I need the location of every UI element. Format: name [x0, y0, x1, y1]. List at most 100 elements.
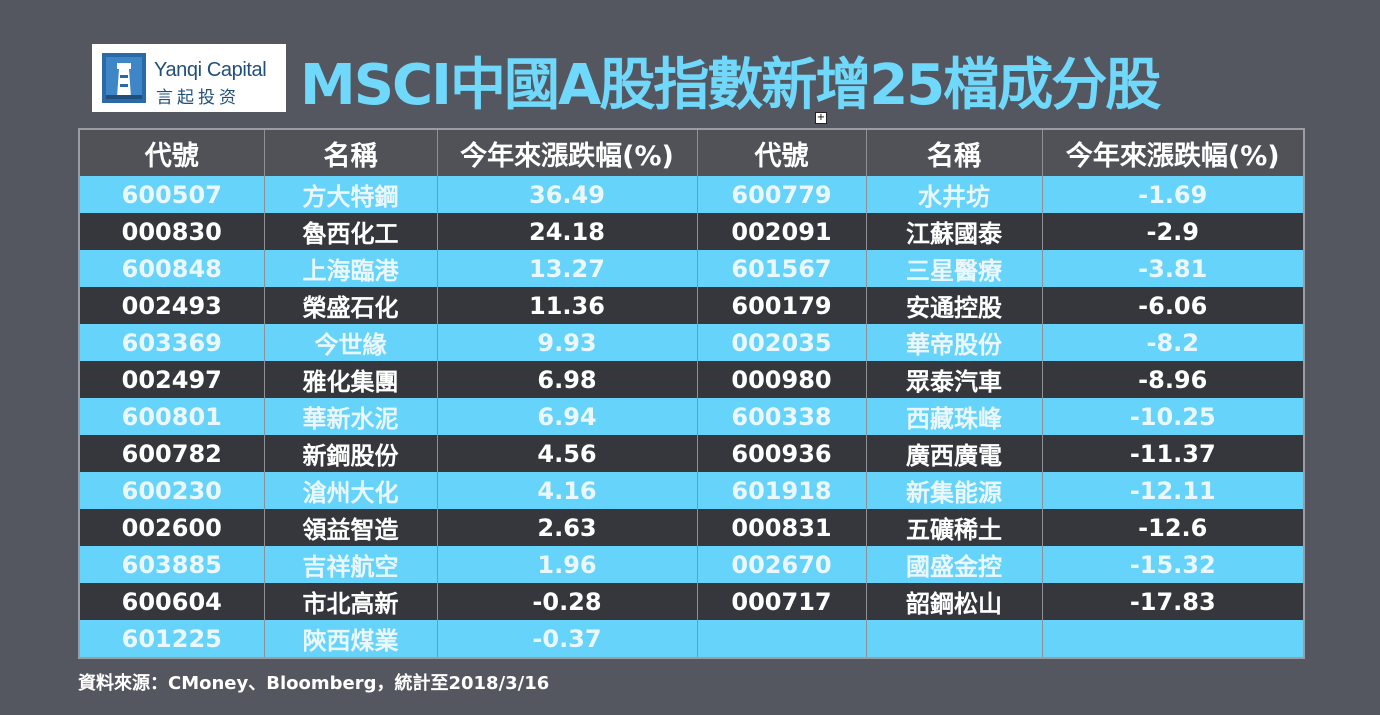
cell-code: 600230	[78, 472, 265, 509]
header-name-2: 名稱	[865, 129, 1043, 176]
cell-name-2: 韶鋼松山	[865, 583, 1043, 620]
cell-ytd-change: 1.96	[436, 546, 698, 583]
cell-code-2: 002035	[696, 324, 867, 361]
cell-code-2: 600338	[696, 398, 867, 435]
table-header-row: 代號 名稱 今年來漲跌幅(%) 代號 名稱 今年來漲跌幅(%)	[78, 129, 1305, 176]
header-ytd-change-2: 今年來漲跌幅(%)	[1041, 129, 1305, 176]
cell-name-2: 眾泰汽車	[865, 361, 1043, 398]
cell-ytd-change-2: -17.83	[1041, 583, 1305, 620]
cell-name: 領益智造	[263, 509, 438, 546]
table-row: 600604 市北高新 -0.28 000717 韶鋼松山 -17.83	[78, 583, 1305, 620]
table-row: 600848 上海臨港 13.27 601567 三星醫療 -3.81	[78, 250, 1305, 287]
cell-code: 600801	[78, 398, 265, 435]
cell-code: 002497	[78, 361, 265, 398]
cell-ytd-change-2: -15.32	[1041, 546, 1305, 583]
cell-ytd-change: 6.98	[436, 361, 698, 398]
cell-ytd-change: -0.37	[436, 620, 698, 658]
cell-name-2: 五礦稀土	[865, 509, 1043, 546]
cell-code-2: 000717	[696, 583, 867, 620]
cell-ytd-change-2: -3.81	[1041, 250, 1305, 287]
cell-name-2: 安通控股	[865, 287, 1043, 324]
table-row: 601225 陝西煤業 -0.37	[78, 620, 1305, 658]
table-body: 600507 方大特鋼 36.49 600779 水井坊 -1.69 000830 魯西化工 2…	[78, 176, 1305, 658]
cell-name-2: 華帝股份	[865, 324, 1043, 361]
cell-ytd-change-2: -11.37	[1041, 435, 1305, 472]
cell-name: 榮盛石化	[263, 287, 438, 324]
cell-ytd-change-2: -8.96	[1041, 361, 1305, 398]
cell-name: 方大特鋼	[263, 176, 438, 213]
cell-ytd-change-2: -12.6	[1041, 509, 1305, 546]
cell-name-2: 西藏珠峰	[865, 398, 1043, 435]
table-row: 000830 魯西化工 24.18 002091 江蘇國泰 -2.9	[78, 213, 1305, 250]
cell-ytd-change-2: -1.69	[1041, 176, 1305, 213]
cell-code-2: 601918	[696, 472, 867, 509]
cell-code: 600604	[78, 583, 265, 620]
cell-name-2: 三星醫療	[865, 250, 1043, 287]
cell-ytd-change: -0.28	[436, 583, 698, 620]
table-row: 600507 方大特鋼 36.49 600779 水井坊 -1.69	[78, 176, 1305, 213]
cell-name: 陝西煤業	[263, 620, 438, 658]
cell-ytd-change-2	[1041, 620, 1305, 658]
cell-ytd-change: 6.94	[436, 398, 698, 435]
cell-name: 市北高新	[263, 583, 438, 620]
cell-ytd-change-2: -10.25	[1041, 398, 1305, 435]
cell-code: 600507	[78, 176, 265, 213]
lighthouse-logo-icon	[102, 53, 146, 103]
move-handle-icon[interactable]: +	[815, 112, 827, 124]
page-title: MSCI中國A股指數新增25檔成分股	[300, 53, 1161, 118]
cell-code-2: 600179	[696, 287, 867, 324]
yanqi-capital-logo: Yanqi Capital 言起投资	[92, 44, 286, 112]
cell-code-2: 000980	[696, 361, 867, 398]
cell-name-2: 國盛金控	[865, 546, 1043, 583]
cell-name-2: 江蘇國泰	[865, 213, 1043, 250]
cell-code-2: 002091	[696, 213, 867, 250]
cell-code: 603369	[78, 324, 265, 361]
header-name: 名稱	[263, 129, 438, 176]
header-code-2: 代號	[696, 129, 867, 176]
cell-name: 滄州大化	[263, 472, 438, 509]
table-row: 002493 榮盛石化 11.36 600179 安通控股 -6.06	[78, 287, 1305, 324]
cell-code: 603885	[78, 546, 265, 583]
cell-code: 002600	[78, 509, 265, 546]
cell-ytd-change: 4.56	[436, 435, 698, 472]
cell-name: 新鋼股份	[263, 435, 438, 472]
table-row: 002600 領益智造 2.63 000831 五礦稀土 -12.6	[78, 509, 1305, 546]
cell-ytd-change: 4.16	[436, 472, 698, 509]
cell-ytd-change: 2.63	[436, 509, 698, 546]
cell-ytd-change: 11.36	[436, 287, 698, 324]
cell-name: 上海臨港	[263, 250, 438, 287]
table-row: 603369 今世緣 9.93 002035 華帝股份 -8.2	[78, 324, 1305, 361]
cell-name: 吉祥航空	[263, 546, 438, 583]
cell-code: 600848	[78, 250, 265, 287]
table-row: 600782 新鋼股份 4.56 600936 廣西廣電 -11.37	[78, 435, 1305, 472]
cell-ytd-change: 36.49	[436, 176, 698, 213]
table-row: 603885 吉祥航空 1.96 002670 國盛金控 -15.32	[78, 546, 1305, 583]
cell-ytd-change: 13.27	[436, 250, 698, 287]
table-row: 600801 華新水泥 6.94 600338 西藏珠峰 -10.25	[78, 398, 1305, 435]
logo-english-name: Yanqi Capital	[154, 59, 267, 81]
cell-ytd-change-2: -12.11	[1041, 472, 1305, 509]
cell-code: 600782	[78, 435, 265, 472]
cell-code: 002493	[78, 287, 265, 324]
cell-ytd-change-2: -8.2	[1041, 324, 1305, 361]
cell-ytd-change-2: -2.9	[1041, 213, 1305, 250]
cell-code-2: 002670	[696, 546, 867, 583]
source-note: 資料來源：CMoney、Bloomberg，統計至2018/3/16	[78, 673, 550, 694]
cell-name-2: 新集能源	[865, 472, 1043, 509]
header-ytd-change: 今年來漲跌幅(%)	[436, 129, 698, 176]
cell-ytd-change: 24.18	[436, 213, 698, 250]
cell-name: 今世緣	[263, 324, 438, 361]
cell-code-2: 600779	[696, 176, 867, 213]
cell-name-2	[865, 620, 1043, 658]
cell-code-2: 601567	[696, 250, 867, 287]
cell-code: 601225	[78, 620, 265, 658]
cell-code-2: 600936	[696, 435, 867, 472]
cell-code: 000830	[78, 213, 265, 250]
table-row: 600230 滄州大化 4.16 601918 新集能源 -12.11	[78, 472, 1305, 509]
cell-name: 華新水泥	[263, 398, 438, 435]
cell-code-2: 000831	[696, 509, 867, 546]
table-row: 002497 雅化集團 6.98 000980 眾泰汽車 -8.96	[78, 361, 1305, 398]
constituent-stocks-table: 代號 名稱 今年來漲跌幅(%) 代號 名稱 今年來漲跌幅(%) 600507 方大…	[78, 128, 1305, 659]
cell-code-2	[696, 620, 867, 658]
cell-ytd-change: 9.93	[436, 324, 698, 361]
